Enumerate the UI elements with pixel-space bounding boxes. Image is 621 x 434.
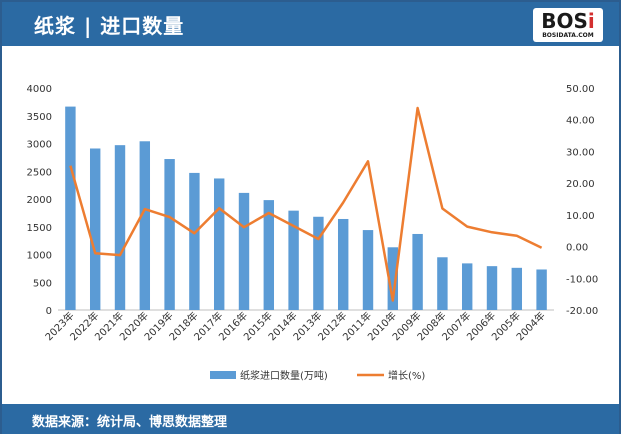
legend-bar-swatch	[210, 371, 236, 379]
logo-word: BOSi	[541, 9, 595, 33]
header-bar: 纸浆 | 进口数量 BOSi BOSIDATA.COM	[2, 2, 619, 46]
growth-line	[69, 106, 543, 302]
bar	[288, 210, 299, 310]
bar	[486, 266, 498, 310]
bar	[238, 192, 250, 310]
left-tick-label: 1500	[27, 223, 52, 234]
footer-bar: 数据来源：统计局、博思数据整理	[2, 404, 619, 434]
bar-series	[65, 106, 547, 310]
bar	[213, 178, 225, 310]
bar	[461, 263, 473, 310]
bar	[313, 216, 324, 310]
right-tick-label: 0.00	[566, 243, 588, 254]
bar	[189, 172, 200, 310]
legend: 纸浆进口数量(万吨) 增长(%)	[210, 369, 425, 382]
right-tick-label: 30.00	[566, 147, 595, 158]
bar	[412, 233, 423, 310]
bar	[337, 218, 349, 310]
left-tick-label: 3500	[27, 112, 52, 123]
data-source: 数据来源：统计局、博思数据整理	[32, 415, 228, 430]
left-tick-label: 0	[46, 306, 52, 317]
bar	[387, 247, 399, 310]
legend-bar-label: 纸浆进口数量(万吨)	[240, 369, 328, 382]
right-tick-label: -20.00	[566, 306, 598, 317]
right-tick-label: 50.00	[566, 84, 595, 95]
left-tick-label: 2500	[27, 167, 52, 178]
page-title: 纸浆 | 进口数量	[34, 14, 185, 38]
left-axis: 0 500 1000 1500 2000 2500 3000 3500 4000	[27, 84, 52, 317]
right-tick-label: -10.00	[566, 274, 598, 285]
bar	[139, 141, 151, 310]
right-tick-label: 40.00	[566, 116, 595, 127]
left-tick-label: 3000	[27, 140, 52, 151]
left-tick-label: 1000	[27, 251, 52, 262]
left-tick-label: 2000	[27, 195, 52, 206]
right-tick-label: 20.00	[566, 179, 595, 190]
left-tick-label: 4000	[27, 84, 52, 95]
bar	[164, 159, 175, 310]
logo-domain: BOSIDATA.COM	[542, 32, 594, 39]
legend-line-label: 增长(%)	[388, 369, 425, 382]
bar	[511, 267, 523, 310]
bar	[65, 106, 76, 310]
bosi-logo: BOSi BOSIDATA.COM	[533, 8, 603, 42]
x-axis-labels: 2023年2022年2021年2020年2019年2018年2017年2016年…	[42, 309, 547, 343]
bar	[437, 257, 448, 310]
bar	[114, 145, 126, 310]
right-tick-label: 10.00	[566, 211, 595, 222]
bar	[536, 269, 547, 310]
right-axis: -20.00 -10.00 0.00 10.00 20.00 30.00 40.00 50.0…	[566, 84, 598, 317]
left-tick-label: 500	[33, 278, 52, 289]
bar	[263, 200, 275, 310]
bar	[362, 230, 374, 310]
line-series	[69, 106, 543, 302]
bar	[89, 148, 101, 310]
